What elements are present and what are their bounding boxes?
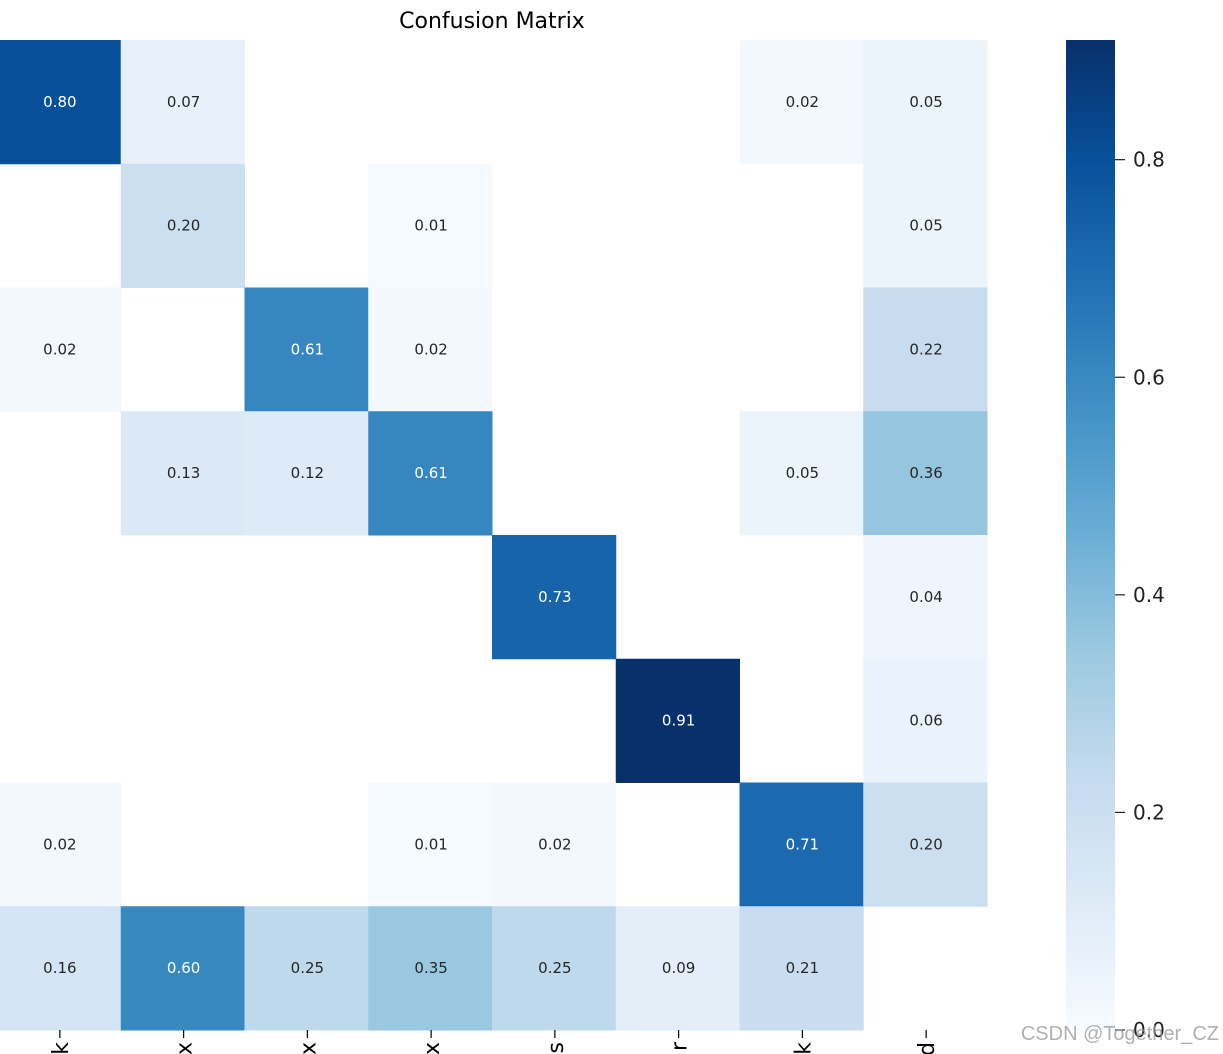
cell-value-label: 0.61	[291, 340, 324, 358]
heatmap-cell	[739, 411, 864, 536]
heatmap-cells: 0.80 0.07 0.02 0.05 0.20 0.01 0.05 0.02 0.61 0.02…	[0, 40, 988, 1031]
heatmap-cell	[492, 782, 617, 907]
cell-value-label: 0.22	[909, 340, 942, 358]
heatmap-cell	[492, 906, 617, 1031]
colorbar-tick-label: 0.4	[1133, 583, 1165, 607]
heatmap-cell	[615, 906, 740, 1031]
heatmap-cell	[615, 658, 740, 783]
cell-value-label: 0.05	[909, 217, 942, 235]
cell-value-label: 0.02	[43, 340, 76, 358]
cell-value-label: 0.71	[786, 835, 819, 853]
x-tick-label: d	[915, 1042, 940, 1054]
heatmap-cell	[120, 40, 245, 165]
colorbar-tick-label: 0.0	[1133, 1018, 1165, 1042]
heatmap-cell	[863, 782, 988, 907]
cell-value-label: 0.91	[662, 712, 695, 730]
colorbar-tick-label: 0.8	[1133, 148, 1165, 172]
cell-value-label: 0.09	[662, 959, 695, 977]
heatmap-cell	[739, 40, 864, 165]
cell-value-label: 0.35	[414, 959, 447, 977]
cell-value-label: 0.07	[167, 93, 200, 111]
heatmap-cell	[368, 782, 493, 907]
cell-value-label: 0.12	[291, 464, 324, 482]
watermark: CSDN @Together_CZ	[1020, 1023, 1219, 1045]
cell-value-label: 0.06	[909, 712, 942, 730]
heatmap-cell	[863, 40, 988, 165]
heatmap-cell	[244, 287, 369, 412]
cell-value-label: 0.20	[909, 835, 942, 853]
cell-value-label: 0.80	[43, 93, 76, 111]
x-tick-label: r	[668, 1041, 693, 1051]
cell-value-label: 0.73	[538, 588, 571, 606]
x-tick-label: k	[49, 1042, 74, 1054]
x-tick-label: s	[544, 1042, 569, 1053]
cell-value-label: 0.02	[414, 340, 447, 358]
heatmap-cell	[863, 658, 988, 783]
cell-value-label: 0.04	[909, 588, 942, 606]
heatmap-cell	[244, 411, 369, 536]
colorbar-tick-label: 0.6	[1133, 365, 1165, 389]
heatmap-cell	[739, 782, 864, 907]
heatmap-cell	[120, 163, 245, 288]
cell-value-label: 0.25	[291, 959, 324, 977]
heatmap-cell	[863, 535, 988, 660]
cell-value-label: 0.20	[167, 217, 200, 235]
cell-value-label: 0.02	[43, 835, 76, 853]
colorbar-ticks: 0.0 0.2 0.4 0.6 0.8	[1115, 148, 1165, 1042]
heatmap-cell	[0, 906, 122, 1031]
cell-value-label: 0.16	[43, 959, 76, 977]
heatmap-cell	[863, 163, 988, 288]
chart-title: Confusion Matrix	[399, 9, 585, 34]
x-tick-label: x	[173, 1042, 198, 1054]
cell-value-label: 0.13	[167, 464, 200, 482]
cell-value-label: 0.60	[167, 959, 200, 977]
cell-value-label: 0.02	[786, 93, 819, 111]
cell-value-label: 0.25	[538, 959, 571, 977]
cell-value-label: 0.21	[786, 959, 819, 977]
x-tick-label: x	[420, 1042, 445, 1054]
heatmap-cell	[368, 411, 493, 536]
heatmap-cell	[863, 287, 988, 412]
heatmap-cell	[120, 906, 245, 1031]
heatmap-cell	[492, 535, 617, 660]
cell-value-label: 0.05	[909, 93, 942, 111]
heatmap-cell	[0, 40, 122, 165]
cell-value-label: 0.01	[414, 217, 447, 235]
heatmap-cell	[368, 906, 493, 1031]
heatmap-cell	[739, 906, 864, 1031]
colorbar-tick-label: 0.2	[1133, 800, 1165, 824]
cell-value-label: 0.01	[414, 835, 447, 853]
heatmap-cell	[0, 287, 122, 412]
heatmap-cell	[368, 287, 493, 412]
heatmap-cell	[0, 782, 122, 907]
heatmap-cell	[368, 163, 493, 288]
cell-value-label: 0.36	[909, 464, 942, 482]
heatmap-cell	[120, 411, 245, 536]
cell-value-label: 0.05	[786, 464, 819, 482]
cell-value-label: 0.02	[538, 835, 571, 853]
colorbar	[1066, 40, 1115, 1030]
x-tick-label: k	[791, 1042, 816, 1054]
cell-value-label: 0.61	[414, 464, 447, 482]
heatmap-cell	[863, 411, 988, 536]
heatmap-cell	[244, 906, 369, 1031]
x-tick-label: x	[296, 1042, 321, 1054]
